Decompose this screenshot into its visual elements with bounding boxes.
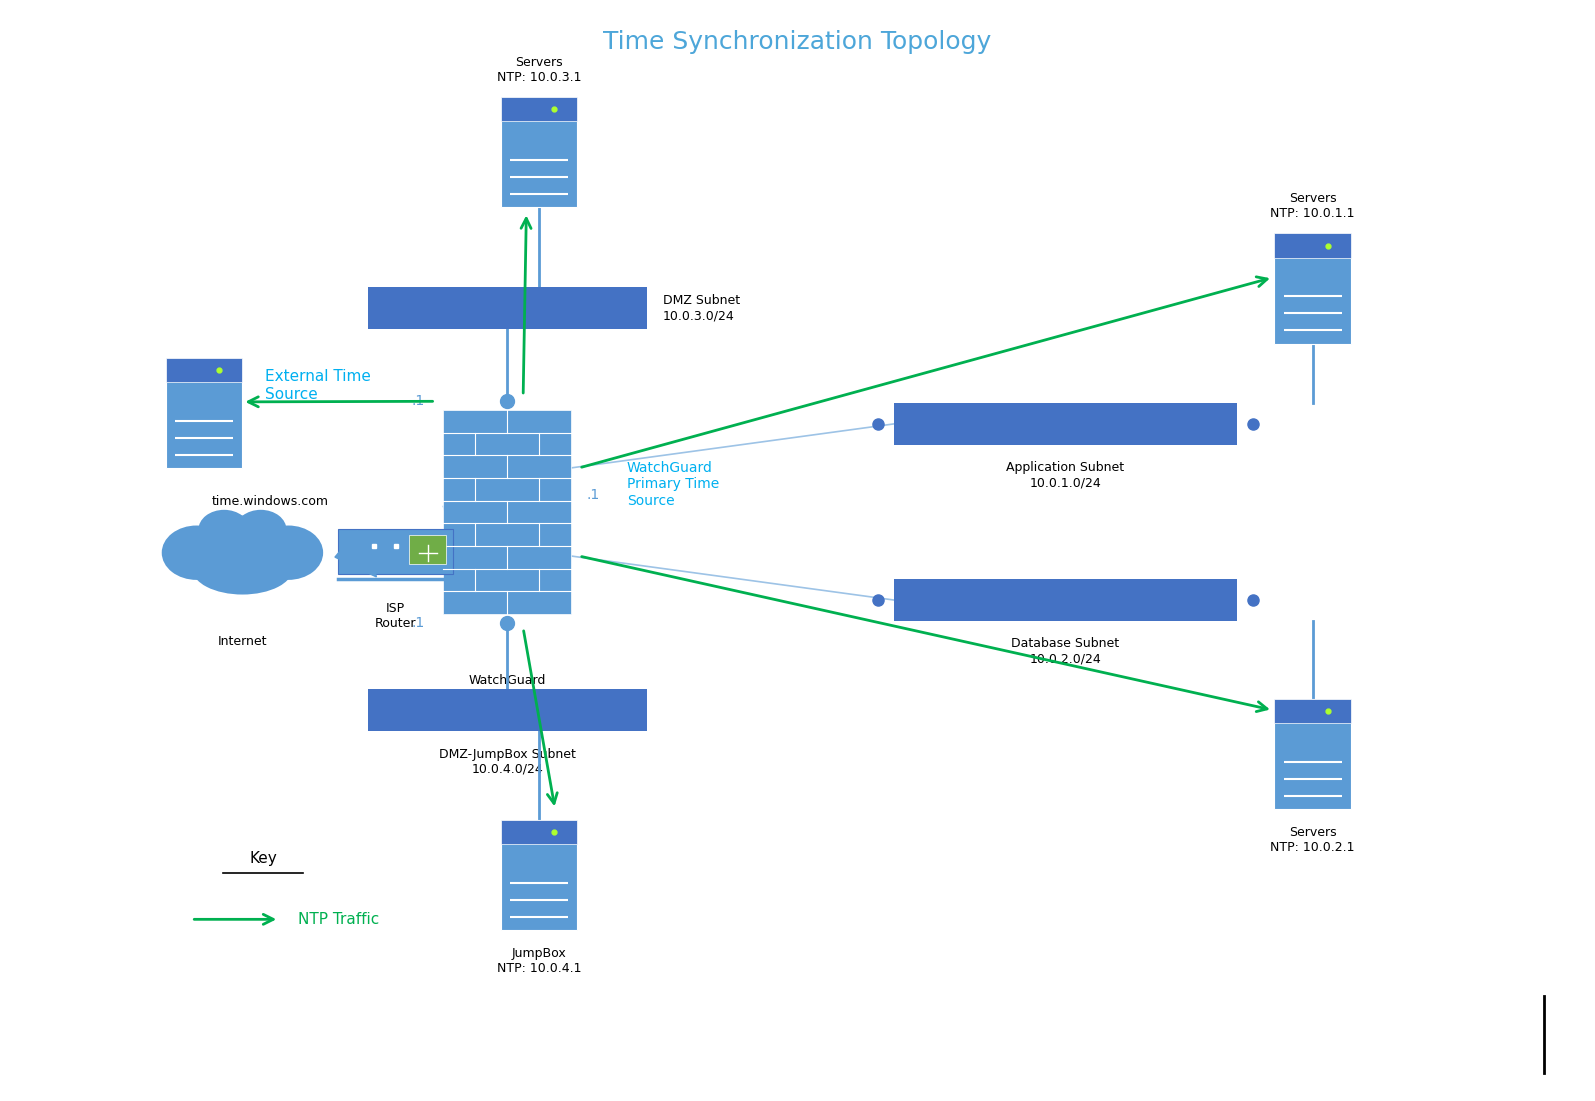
Text: Application Subnet
10.0.1.0/24: Application Subnet 10.0.1.0/24	[1006, 461, 1124, 489]
Text: Database Subnet
10.0.2.0/24: Database Subnet 10.0.2.0/24	[1011, 637, 1120, 665]
Text: DMZ Subnet
10.0.3.0/24: DMZ Subnet 10.0.3.0/24	[664, 294, 740, 323]
FancyBboxPatch shape	[338, 528, 453, 574]
Ellipse shape	[234, 510, 287, 549]
FancyBboxPatch shape	[1274, 233, 1351, 258]
Ellipse shape	[246, 535, 305, 581]
Text: ISP
Router: ISP Router	[375, 602, 416, 630]
Ellipse shape	[254, 525, 324, 580]
Ellipse shape	[180, 535, 239, 581]
Text: DMZ-JumpBox Subnet
10.0.4.0/24: DMZ-JumpBox Subnet 10.0.4.0/24	[439, 748, 576, 775]
Text: WatchGuard
Firewall: WatchGuard Firewall	[469, 674, 545, 702]
Ellipse shape	[191, 543, 293, 595]
Text: Internet: Internet	[217, 635, 268, 648]
FancyBboxPatch shape	[501, 820, 577, 844]
FancyBboxPatch shape	[501, 97, 577, 121]
Text: Time Synchronization Topology: Time Synchronization Topology	[603, 30, 992, 54]
Text: .1: .1	[412, 615, 424, 630]
Text: WatchGuard
Primary Time
Source: WatchGuard Primary Time Source	[627, 461, 719, 508]
Text: Servers
NTP: 10.0.2.1: Servers NTP: 10.0.2.1	[1271, 826, 1354, 853]
FancyBboxPatch shape	[501, 97, 577, 207]
Text: Servers
NTP: 10.0.1.1: Servers NTP: 10.0.1.1	[1271, 193, 1354, 220]
Ellipse shape	[161, 525, 231, 580]
FancyBboxPatch shape	[166, 358, 242, 382]
Text: JumpBox
NTP: 10.0.4.1: JumpBox NTP: 10.0.4.1	[498, 947, 581, 974]
FancyBboxPatch shape	[443, 411, 571, 614]
FancyBboxPatch shape	[166, 358, 242, 468]
Text: .1: .1	[412, 394, 424, 408]
FancyBboxPatch shape	[893, 579, 1238, 621]
FancyBboxPatch shape	[893, 403, 1238, 445]
Text: .1: .1	[587, 489, 600, 502]
Text: External Time
Source: External Time Source	[265, 369, 370, 402]
FancyBboxPatch shape	[368, 287, 648, 329]
FancyBboxPatch shape	[1274, 233, 1351, 344]
Ellipse shape	[198, 510, 250, 549]
Text: time.windows.com: time.windows.com	[212, 495, 329, 509]
FancyBboxPatch shape	[1274, 699, 1351, 723]
Text: NTP Traffic: NTP Traffic	[298, 912, 380, 927]
FancyBboxPatch shape	[1274, 699, 1351, 809]
FancyBboxPatch shape	[501, 820, 577, 930]
FancyBboxPatch shape	[368, 689, 648, 731]
Text: Key: Key	[249, 851, 278, 866]
Ellipse shape	[204, 515, 281, 574]
Text: Servers
NTP: 10.0.3.1: Servers NTP: 10.0.3.1	[498, 56, 581, 84]
Polygon shape	[335, 531, 376, 577]
FancyBboxPatch shape	[410, 535, 447, 565]
